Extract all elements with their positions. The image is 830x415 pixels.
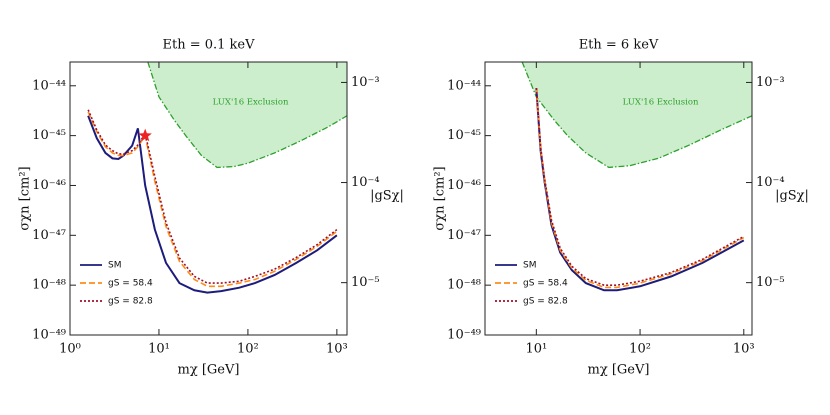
y2-tick-label: 10⁻⁴ [756, 175, 785, 190]
y-tick-label: 10⁻⁴⁴ [32, 78, 66, 93]
plot-area [87, 62, 347, 294]
y-tick-label: 10⁻⁴⁶ [32, 178, 66, 193]
legend-label: gS = 58.4 [108, 279, 153, 289]
x-tick-label: 10¹ [525, 342, 547, 357]
y2-axis-label: |gSχ| [775, 189, 809, 204]
x-tick-label: 10¹ [148, 342, 170, 357]
plot-area [521, 62, 752, 292]
y-tick-label: 10⁻⁴⁵ [447, 128, 481, 143]
series-line [87, 109, 338, 284]
legend-label: SM [108, 261, 121, 271]
x-axis-label: mχ [GeV] [588, 363, 650, 378]
y-tick-label: 10⁻⁴⁶ [447, 178, 481, 193]
y-tick-label: 10⁻⁴⁹ [447, 328, 481, 343]
legend-label: gS = 82.8 [523, 297, 568, 307]
y2-tick-label: 10⁻⁴ [351, 175, 380, 190]
frame [69, 61, 348, 336]
y2-tick-label: 10⁻⁵ [756, 275, 785, 290]
frame [484, 61, 753, 336]
y-tick-label: 10⁻⁴⁴ [447, 78, 481, 93]
x-tick-label: 10⁰ [59, 342, 81, 357]
exclusion-label: LUX'16 Exclusion [213, 98, 289, 108]
y-tick-label: 10⁻⁴⁷ [447, 228, 481, 243]
y-tick-label: 10⁻⁴⁸ [447, 278, 481, 293]
y2-tick-label: 10⁻³ [351, 75, 380, 90]
y-tick-label: 10⁻⁴⁸ [32, 278, 66, 293]
y2-tick-label: 10⁻³ [756, 75, 785, 90]
x-axis-label: mχ [GeV] [178, 363, 240, 378]
x-tick-label: 10³ [326, 342, 348, 357]
exclusion-edge [147, 62, 347, 169]
x-tick-label: 10² [629, 342, 651, 357]
y-tick-label: 10⁻⁴⁵ [32, 128, 66, 143]
y-tick-label: 10⁻⁴⁹ [32, 328, 66, 343]
exclusion-edge [521, 62, 752, 169]
chart-title: Eth = 6 keV [579, 38, 659, 53]
exclusion-area [522, 62, 752, 168]
star-marker [138, 128, 152, 142]
series-line [87, 115, 338, 294]
y-axis-label: σχn [cm²] [433, 166, 448, 230]
y2-tick-label: 10⁻⁵ [351, 275, 380, 290]
x-tick-label: 10³ [733, 342, 755, 357]
y-axis-label: σχn [cm²] [18, 166, 33, 230]
legend-label: SM [523, 261, 536, 271]
y-tick-label: 10⁻⁴⁷ [32, 228, 66, 243]
y2-axis-label: |gSχ| [370, 189, 404, 204]
x-tick-label: 10² [237, 342, 259, 357]
legend-label: gS = 82.8 [108, 297, 153, 307]
series-line [87, 111, 338, 288]
legend-label: gS = 58.4 [523, 279, 568, 289]
exclusion-label: LUX'16 Exclusion [623, 98, 699, 108]
chart-title: Eth = 0.1 keV [162, 38, 255, 53]
exclusion-area [147, 62, 347, 168]
